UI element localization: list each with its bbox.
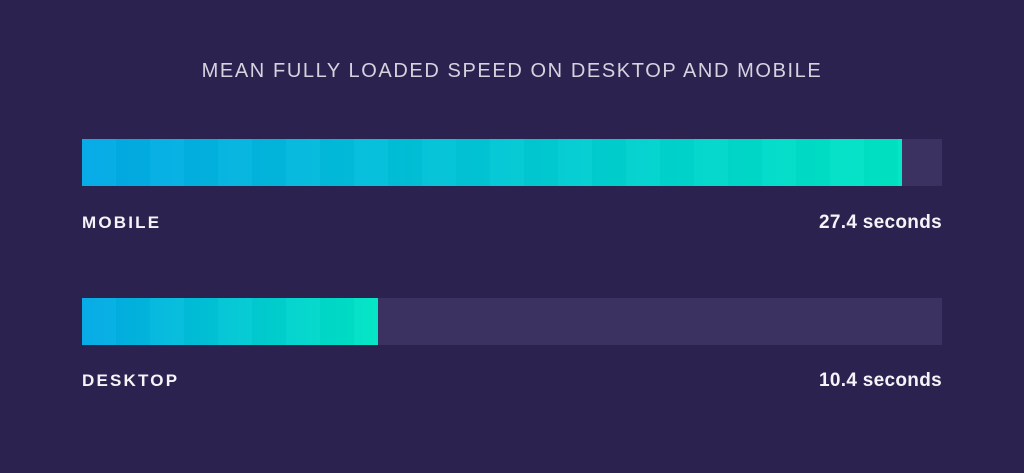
mobile-bar-track (82, 139, 942, 186)
mobile-bar-value: 27.4 seconds (819, 212, 942, 233)
desktop-bar-track (82, 298, 942, 345)
desktop-bar-fill (82, 298, 378, 345)
mobile-bar-fill (82, 139, 902, 186)
desktop-bar-label: DESKTOP (82, 371, 180, 390)
mobile-bar-label: MOBILE (82, 213, 162, 232)
mobile-label-row: MOBILE 27.4 seconds (82, 212, 942, 234)
desktop-label-row: DESKTOP 10.4 seconds (82, 370, 942, 392)
chart-title: MEAN FULLY LOADED SPEED ON DESKTOP AND M… (201, 60, 823, 82)
desktop-bar-value: 10.4 seconds (819, 370, 942, 391)
